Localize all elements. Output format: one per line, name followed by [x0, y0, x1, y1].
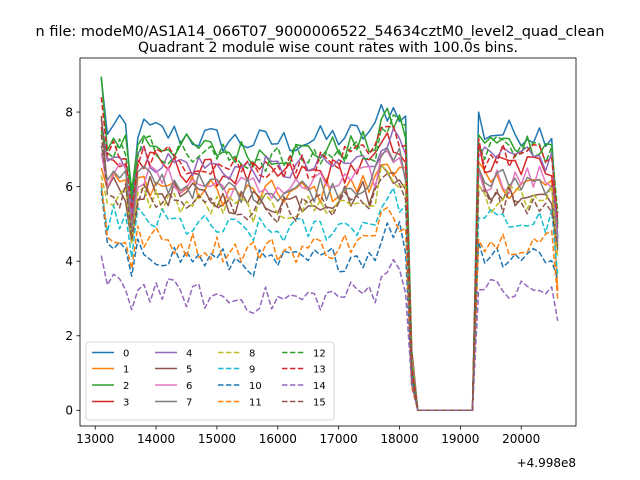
y-axis: 0 2 4 6 8 [65, 105, 80, 418]
series-line-11 [100, 182, 559, 412]
axes-frame [79, 57, 577, 427]
x-offset-label: +4.998e8 [517, 456, 576, 470]
x-tick-label: 13000 [76, 432, 114, 446]
x-tick-label: 20000 [502, 432, 540, 446]
series-line-3 [100, 126, 559, 412]
legend-label-7: 7 [186, 397, 192, 408]
legend-label-1: 1 [123, 364, 129, 375]
legend-label-11: 11 [249, 397, 262, 408]
y-tick-label: 6 [65, 180, 73, 194]
legend-label-2: 2 [123, 381, 129, 392]
legend-label-14: 14 [313, 381, 326, 392]
x-axis: 13000 14000 15000 16000 17000 18000 19000 20000 [76, 426, 540, 446]
legend-label-10: 10 [249, 381, 262, 392]
x-tick-label: 17000 [320, 432, 358, 446]
series-line-0 [100, 78, 559, 412]
y-tick-label: 4 [65, 255, 73, 269]
series-line-8 [100, 164, 559, 412]
series-line-13 [100, 97, 559, 412]
legend-label-13: 13 [313, 364, 326, 375]
legend-label-5: 5 [186, 364, 192, 375]
series-line-6 [100, 150, 559, 412]
axes-title: Quadrant 2 module wise count rates with … [138, 40, 518, 56]
legend-label-3: 3 [123, 397, 129, 408]
x-tick-label: 14000 [137, 432, 175, 446]
y-tick-label: 2 [65, 329, 73, 343]
y-tick-label: 8 [65, 105, 73, 119]
plot-lines [100, 76, 559, 412]
series-line-15 [100, 134, 559, 412]
series-line-10 [100, 190, 559, 412]
x-tick-label: 15000 [198, 432, 236, 446]
x-tick-label: 18000 [380, 432, 418, 446]
series-line-9 [100, 186, 559, 412]
x-tick-label: 16000 [259, 432, 297, 446]
series-line-14 [100, 255, 559, 412]
legend-label-15: 15 [313, 397, 326, 408]
legend-label-6: 6 [186, 381, 192, 392]
x-tick-label: 19000 [441, 432, 479, 446]
legend-label-8: 8 [249, 348, 255, 359]
series-line-7 [100, 145, 559, 412]
legend-label-4: 4 [186, 348, 192, 359]
legend-label-0: 0 [123, 348, 129, 359]
y-tick-label: 0 [65, 404, 73, 418]
legend-label-12: 12 [313, 348, 326, 359]
figure-suptitle: n file: modeM0/AS1A14_066T07_9000006522_… [36, 24, 605, 40]
legend-frame [85, 341, 335, 421]
legend-label-9: 9 [249, 364, 255, 375]
